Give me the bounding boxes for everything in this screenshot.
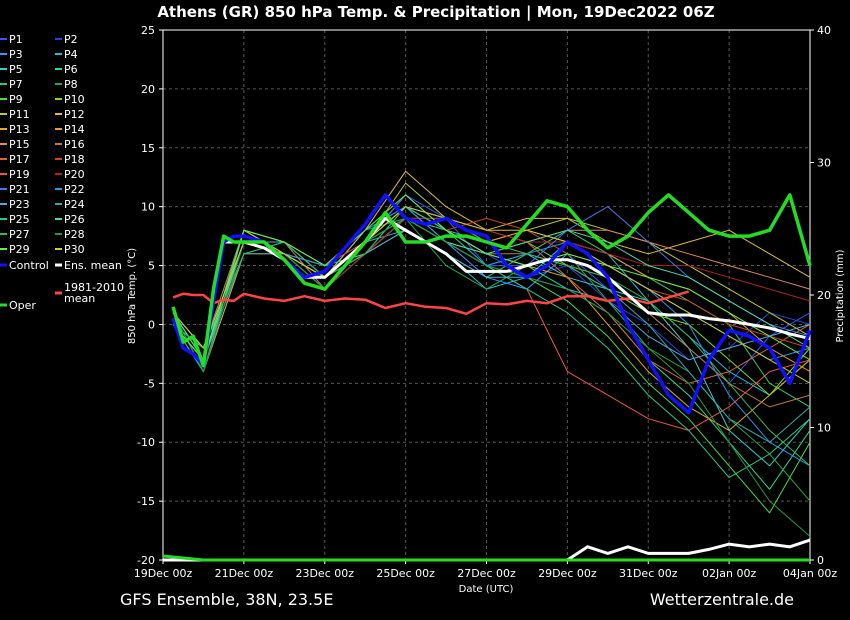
- series-lines: [162, 170, 812, 562]
- y-tick-label: 0: [148, 318, 155, 331]
- legend-entry: P22: [64, 183, 85, 196]
- series-line-p26: [172, 217, 811, 361]
- legend-entry: P24: [64, 198, 85, 211]
- legend-entry: Oper: [9, 299, 36, 312]
- legend-entry: P16: [64, 138, 85, 151]
- legend-entry: P14: [64, 123, 85, 136]
- legend-entry: Control: [9, 259, 49, 272]
- y2-tick-label: 10: [817, 422, 831, 435]
- legend-entry: P15: [9, 138, 30, 151]
- legend-entry: P7: [9, 78, 23, 91]
- x-tick-label: 23Dec 00z: [295, 567, 354, 580]
- series-line-p1: [172, 194, 811, 384]
- series-line-p29: [172, 194, 811, 361]
- x-tick-label: 19Dec 00z: [134, 567, 193, 580]
- y-tick-label: 15: [141, 142, 155, 155]
- series-line-control: [171, 193, 812, 415]
- legend-entry: P4: [64, 48, 78, 61]
- x-tick-label: 27Dec 00z: [457, 567, 516, 580]
- footer-source: GFS Ensemble, 38N, 23.5E: [120, 590, 333, 609]
- legend-entry: P10: [64, 93, 85, 106]
- legend-entry: P19: [9, 168, 30, 181]
- legend-entry: P9: [9, 93, 23, 106]
- y2-tick-label: 30: [817, 157, 831, 170]
- chart-title: Athens (GR) 850 hPa Temp. & Precipitatio…: [157, 3, 714, 22]
- legend-entry: P11: [9, 108, 30, 121]
- legend-entry: P21: [9, 183, 30, 196]
- series-line-p15: [172, 217, 811, 361]
- series-line-p20: [172, 217, 811, 361]
- legend-entry: P20: [64, 168, 85, 181]
- x-tick-label: 25Dec 00z: [376, 567, 435, 580]
- legend-entry: P3: [9, 48, 23, 61]
- series-line-p16: [172, 194, 811, 408]
- y-tick-label: 5: [148, 260, 155, 273]
- legend-entry: P23: [9, 198, 30, 211]
- y2-axis-label: Precipitation (mm): [835, 249, 846, 342]
- y-axis-label: 850 hPa Temp. (°C): [127, 248, 138, 344]
- y-tick-label: -20: [137, 554, 155, 567]
- series-line-p23: [172, 229, 811, 361]
- legend-entry: P27: [9, 228, 30, 241]
- grid: [162, 29, 811, 561]
- legend-entry: 1981-2010 mean: [64, 281, 124, 305]
- x-tick-label: 04Jan 00z: [783, 567, 837, 580]
- y2-tick-label: 0: [817, 554, 824, 567]
- series-line-1981-2010-mean: [172, 290, 690, 316]
- precip-line-oper: [162, 554, 810, 562]
- legend-entry: P29: [9, 243, 30, 256]
- x-tick-label: 31Dec 00z: [619, 567, 678, 580]
- y-tick-label: 25: [141, 24, 155, 37]
- x-tick-label: 02Jan 00z: [702, 567, 756, 580]
- x-tick-label: 21Dec 00z: [215, 567, 274, 580]
- y-tick-label: 10: [141, 201, 155, 214]
- footer-site: Wetterzentrale.de: [650, 590, 794, 609]
- y2-tick-label: 40: [817, 24, 831, 37]
- legend-entry: Ens. mean: [64, 259, 122, 272]
- legend-entry: P18: [64, 153, 85, 166]
- legend-entry: P2: [64, 33, 78, 46]
- y-tick-label: -5: [144, 377, 155, 390]
- legend-entry: P5: [9, 63, 23, 76]
- y2-tick-label: 20: [817, 289, 831, 302]
- legend-entry: P6: [64, 63, 78, 76]
- legend-entry: P12: [64, 108, 85, 121]
- y-tick-label: -10: [137, 436, 155, 449]
- legend-entry: P25: [9, 213, 30, 226]
- axes: 25 20 15 10 5 0 -5 -10 -15 -20 40 30 20 10 0 19Dec 00z 2…: [134, 24, 838, 580]
- precip-line-ens-mean: [163, 538, 811, 562]
- x-tick-label: 29Dec 00z: [538, 567, 597, 580]
- legend-entry: P28: [64, 228, 85, 241]
- y-tick-label: 20: [141, 83, 155, 96]
- legend-entry: P17: [9, 153, 30, 166]
- y-tick-label: -15: [137, 495, 155, 508]
- legend-entry: P26: [64, 213, 85, 226]
- legend: P1 P2 P3 P4 P5 P6 P7 P8 P9 P10 P11 P12 P13 P14 P15 P16 P…: [0, 33, 124, 312]
- series-line-p2: [172, 206, 811, 361]
- legend-entry: P13: [9, 123, 30, 136]
- legend-entry: P30: [64, 243, 85, 256]
- legend-entry: P1: [9, 33, 23, 46]
- legend-entry: P8: [64, 78, 78, 91]
- series-line-oper: [171, 193, 812, 368]
- x-axis-label: Date (UTC): [459, 584, 514, 595]
